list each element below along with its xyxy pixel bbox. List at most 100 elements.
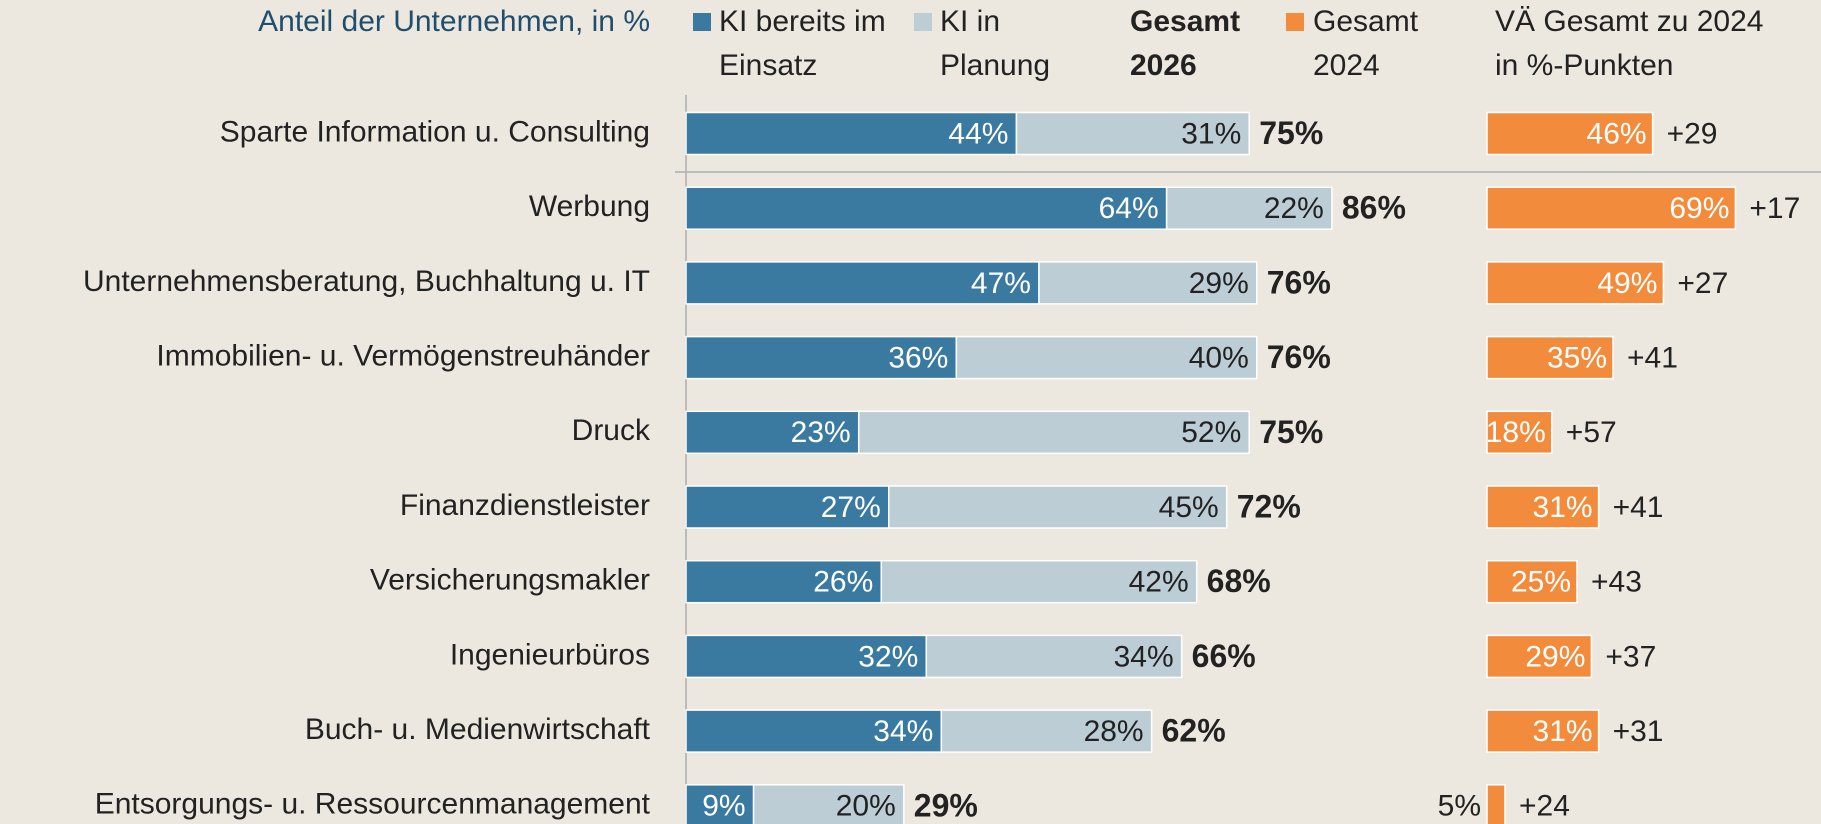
bar-segment [940,709,1153,753]
previous-label: 69% [1669,192,1729,225]
bar-segment [685,186,1168,230]
total-label: 86% [1342,190,1406,226]
category-label: Sparte Information u. Consulting [220,115,650,148]
bar-segment [955,335,1258,380]
previous-bar [1486,634,1593,679]
previous-label: 18% [1486,416,1546,449]
chart-title: Anteil der Unternehmen, in % [258,5,650,38]
previous-bar [1486,410,1553,455]
value-label: 44% [948,117,1008,150]
legend-label: Gesamt 2024 [1313,5,1419,82]
bar-segment [685,485,890,529]
legend-label: VÄ Gesamt zu 2024 in %-Punkten [1495,5,1764,82]
previous-label: 31% [1533,715,1593,748]
previous-label: 46% [1587,117,1647,150]
bar-segment [888,485,1228,529]
value-label: 45% [1159,491,1219,524]
bar-segment [685,709,943,753]
legend-label: KI in Planung [940,5,1051,82]
change-label: +29 [1667,117,1718,150]
legend-swatch [1286,13,1304,31]
previous-bar [1486,709,1600,753]
bar-segment [685,111,1018,156]
bar-segment [1165,186,1333,230]
bar-segment [1038,261,1258,305]
value-label: 31% [1181,117,1241,150]
legend-label: Gesamt 2026 [1130,5,1241,82]
legend-label: KI bereits im Einsatz [719,5,886,82]
bar-segment [752,784,905,824]
value-label: 28% [1084,715,1144,748]
value-label: 42% [1129,566,1189,599]
previous-bar [1486,186,1737,230]
previous-label: 49% [1597,267,1657,300]
total-label: 76% [1267,339,1331,375]
value-label: 64% [1099,192,1159,225]
category-label: Immobilien- u. Vermögenstreuhänder [156,340,650,373]
value-label: 40% [1189,342,1249,375]
total-label: 75% [1259,115,1323,151]
value-label: 26% [813,566,873,599]
total-label: 76% [1267,264,1331,300]
previous-bar [1486,335,1614,380]
category-label: Druck [572,414,651,447]
value-label: 29% [1189,267,1249,300]
category-label: Werbung [529,190,650,223]
bar-segment [857,410,1250,455]
total-label: 72% [1237,488,1301,524]
previous-label: 35% [1547,342,1607,375]
bar-segment [925,634,1183,679]
value-label: 47% [971,267,1031,300]
legend-swatch [914,13,932,31]
change-label: +43 [1591,566,1642,599]
previous-label: 29% [1525,640,1585,673]
bar-segment [685,410,860,455]
previous-bar [1486,111,1654,156]
category-label: Finanzdienstleister [400,489,650,522]
previous-bar [1486,559,1578,604]
previous-bar [1486,784,1506,824]
value-label: 27% [821,491,881,524]
legend-swatch [693,13,711,31]
change-label: +31 [1613,715,1664,748]
total-label: 66% [1192,638,1256,674]
previous-bar [1486,261,1665,305]
category-label: Entsorgungs- u. Ressourcenmanagement [95,788,651,821]
category-label: Unternehmensberatung, Buchhaltung u. IT [83,265,650,298]
value-label: 34% [1114,640,1174,673]
value-label: 36% [888,342,948,375]
category-label: Versicherungsmakler [370,564,650,597]
previous-label: 25% [1511,566,1571,599]
value-label: 32% [858,640,918,673]
change-label: +17 [1749,192,1800,225]
bar-segment [1015,111,1250,156]
bar-segment [685,261,1040,305]
value-label: 23% [791,416,851,449]
change-label: +41 [1627,342,1678,375]
total-label: 75% [1259,414,1323,450]
previous-label: 31% [1533,491,1593,524]
bar-segment [685,784,755,824]
change-label: +57 [1566,416,1617,449]
change-label: +27 [1677,267,1728,300]
total-label: 68% [1207,563,1271,599]
value-label: 20% [836,790,896,823]
bar-segment [685,559,883,604]
value-label: 34% [873,715,933,748]
bar-segment [880,559,1198,604]
category-label: Buch- u. Medienwirtschaft [305,713,651,746]
value-label: 9% [702,790,745,823]
category-label: Ingenieurbüros [450,638,650,671]
bar-segment [685,335,958,380]
change-label: +37 [1605,640,1656,673]
previous-label: 5% [1438,790,1481,823]
value-label: 52% [1181,416,1241,449]
change-label: +41 [1613,491,1664,524]
value-label: 22% [1264,192,1324,225]
total-label: 29% [914,787,978,823]
change-label: +24 [1519,790,1570,823]
previous-bar [1486,485,1600,529]
total-label: 62% [1162,713,1226,749]
